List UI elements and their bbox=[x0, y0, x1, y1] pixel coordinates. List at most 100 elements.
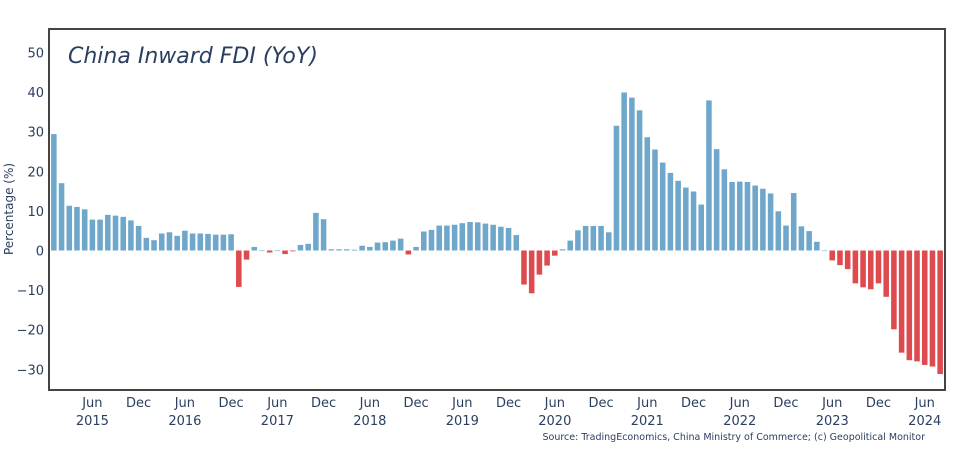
bar bbox=[251, 246, 258, 251]
bar bbox=[336, 249, 342, 251]
bar bbox=[367, 246, 373, 251]
bar bbox=[605, 232, 612, 251]
bar bbox=[143, 237, 150, 251]
x-tick-label: Jun bbox=[451, 396, 472, 411]
bar bbox=[151, 240, 157, 251]
bar bbox=[405, 250, 412, 255]
bar bbox=[706, 100, 712, 251]
bar bbox=[351, 249, 358, 251]
bar bbox=[320, 219, 327, 251]
bar bbox=[790, 193, 797, 251]
bar bbox=[459, 223, 466, 251]
bar bbox=[636, 110, 643, 251]
bar bbox=[659, 162, 666, 251]
bar bbox=[582, 225, 589, 251]
bar bbox=[297, 244, 304, 251]
bar bbox=[228, 234, 234, 251]
bar bbox=[929, 250, 936, 367]
x-tick-year-label: 2020 bbox=[538, 414, 571, 429]
bar bbox=[698, 204, 705, 251]
bar bbox=[467, 221, 473, 251]
bar bbox=[683, 187, 689, 251]
bar bbox=[205, 233, 211, 251]
bar bbox=[89, 219, 96, 251]
y-tick-label: 10 bbox=[27, 205, 44, 220]
x-tick-year-label: 2021 bbox=[631, 414, 664, 429]
x-tick-label: Dec bbox=[866, 396, 891, 411]
bar bbox=[81, 209, 88, 251]
bars-layer bbox=[51, 92, 943, 375]
bar bbox=[374, 242, 381, 251]
bar bbox=[382, 242, 389, 251]
y-tick-label: 40 bbox=[27, 86, 44, 101]
bar bbox=[767, 193, 774, 251]
x-tick-year-label: 2022 bbox=[723, 414, 756, 429]
bar bbox=[837, 250, 843, 266]
bar bbox=[729, 181, 735, 251]
bar bbox=[852, 250, 859, 284]
bar bbox=[644, 137, 651, 251]
bar bbox=[120, 216, 126, 251]
bar bbox=[220, 234, 227, 251]
y-tick-label: −30 bbox=[17, 363, 44, 378]
x-tick-year-label: 2015 bbox=[76, 414, 109, 429]
x-tick-label: Dec bbox=[588, 396, 613, 411]
y-axis-label: Percentage (%) bbox=[2, 163, 16, 255]
x-tick-year-label: 2016 bbox=[168, 414, 201, 429]
bar bbox=[736, 181, 743, 251]
bar bbox=[436, 225, 442, 251]
chart-title: China Inward FDI (YoY) bbox=[68, 44, 318, 69]
bar bbox=[860, 250, 866, 288]
bar bbox=[343, 249, 350, 251]
bar bbox=[444, 225, 450, 251]
bar bbox=[590, 225, 597, 251]
x-tick-year-label: 2018 bbox=[353, 414, 386, 429]
bar bbox=[536, 250, 543, 275]
y-tick-label: 0 bbox=[36, 245, 44, 260]
bar bbox=[135, 225, 142, 251]
bar bbox=[906, 250, 913, 361]
y-tick-label: 20 bbox=[27, 165, 44, 180]
bar bbox=[189, 233, 196, 251]
x-tick-label: Dec bbox=[219, 396, 244, 411]
bar bbox=[713, 149, 720, 251]
bar bbox=[112, 215, 119, 251]
bar bbox=[105, 214, 111, 251]
x-tick-label: Jun bbox=[81, 396, 102, 411]
y-tick-label: −20 bbox=[17, 324, 44, 339]
bar bbox=[513, 235, 520, 251]
bar bbox=[289, 250, 296, 252]
bar bbox=[498, 226, 504, 251]
bar bbox=[359, 245, 365, 251]
bar bbox=[305, 243, 311, 251]
bar bbox=[744, 181, 751, 251]
bar bbox=[58, 183, 65, 251]
x-tick-label: Jun bbox=[266, 396, 287, 411]
plot-frame bbox=[48, 28, 946, 391]
bar bbox=[528, 250, 535, 294]
x-tick-label: Jun bbox=[821, 396, 842, 411]
bar bbox=[74, 206, 80, 251]
bar bbox=[328, 249, 335, 251]
bar bbox=[806, 231, 812, 251]
bar bbox=[690, 191, 697, 251]
bar bbox=[97, 219, 103, 251]
bar bbox=[621, 92, 627, 251]
bar bbox=[844, 250, 851, 270]
y-tick-label: 50 bbox=[27, 47, 44, 62]
bar bbox=[451, 224, 458, 251]
x-tick-year-label: 2019 bbox=[446, 414, 479, 429]
bar bbox=[921, 250, 928, 365]
bar bbox=[914, 250, 920, 362]
bar bbox=[783, 225, 789, 251]
bar bbox=[891, 250, 897, 330]
bar bbox=[752, 185, 758, 251]
y-tick-label: −10 bbox=[17, 284, 44, 299]
bar bbox=[397, 238, 404, 251]
bar bbox=[898, 250, 905, 353]
axes-layer: −30 −20 −10 0 10 20 30 40 50 Jun 2015 Dec Jun 2016 Dec… bbox=[17, 47, 942, 430]
bar bbox=[282, 250, 288, 255]
source-note: Source: TradingEconomics, China Ministry… bbox=[543, 432, 926, 443]
x-tick-label: Dec bbox=[403, 396, 428, 411]
